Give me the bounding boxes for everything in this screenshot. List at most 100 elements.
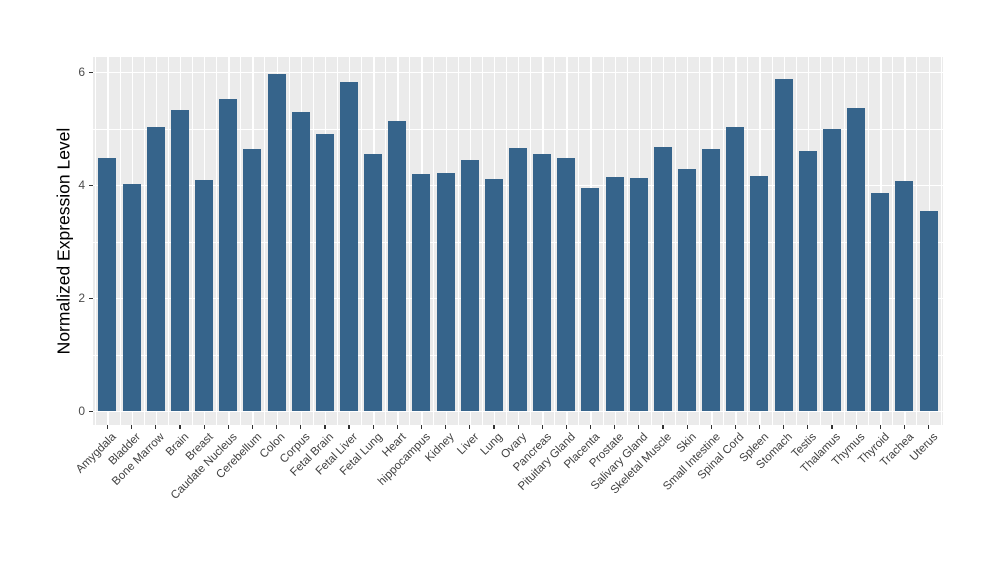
bar — [629, 178, 648, 411]
bar — [315, 134, 334, 411]
x-axis-tick — [903, 425, 906, 429]
gridline-vertical-minor — [95, 57, 97, 425]
bar — [412, 174, 431, 411]
y-tick-label: 4 — [78, 178, 85, 192]
bar — [847, 108, 866, 411]
bar — [195, 180, 214, 411]
x-axis-tick — [155, 425, 157, 429]
gridline-vertical-minor — [771, 57, 773, 425]
bar — [484, 179, 503, 411]
x-axis-tick — [348, 425, 350, 429]
y-axis-tick — [89, 71, 93, 73]
x-axis-tick — [445, 425, 447, 429]
x-axis-tick — [251, 425, 254, 429]
bar — [243, 148, 262, 411]
x-axis-tick — [614, 425, 616, 429]
bar — [557, 157, 576, 411]
bar — [509, 148, 527, 411]
gridline-vertical-minor — [264, 57, 266, 425]
bar — [460, 160, 479, 411]
bar — [98, 157, 117, 411]
x-axis-tick — [420, 425, 423, 429]
x-axis-tick — [493, 425, 495, 429]
bar — [871, 193, 890, 411]
x-axis-tick — [807, 425, 809, 429]
x-axis-tick — [227, 425, 229, 429]
bar — [678, 168, 697, 411]
y-tick-label: 0 — [78, 404, 85, 418]
x-axis-tick — [396, 425, 398, 429]
bar — [822, 128, 841, 411]
x-axis-tick — [541, 425, 543, 429]
bar — [774, 78, 793, 411]
gridline-vertical-minor — [843, 57, 845, 425]
bar — [339, 82, 358, 411]
bar — [364, 154, 383, 411]
gridline-vertical-minor — [940, 57, 942, 425]
gridline-vertical-minor — [602, 57, 604, 425]
x-axis-tick — [710, 425, 712, 429]
gridline-vertical-minor — [747, 57, 749, 425]
x-axis-tick — [372, 425, 374, 429]
plot-panel — [93, 57, 943, 425]
bar — [919, 210, 938, 411]
gridline-vertical-minor — [361, 57, 362, 425]
gridline-vertical-minor — [723, 57, 724, 425]
bar — [436, 173, 455, 411]
x-axis-tick — [203, 425, 205, 429]
gridline-vertical-minor — [192, 57, 193, 425]
x-axis-tick — [589, 425, 592, 429]
gridline-vertical-minor — [650, 57, 652, 425]
x-axis-tick — [565, 425, 567, 429]
bar — [605, 176, 624, 411]
gridline-vertical-minor — [119, 57, 121, 425]
gridline-vertical-minor — [819, 57, 821, 425]
gridline-vertical-minor — [699, 57, 700, 425]
gridline-vertical-minor — [505, 57, 507, 425]
x-axis-tick — [638, 425, 640, 429]
gridline-vertical-minor — [409, 57, 411, 425]
bar — [702, 148, 721, 411]
gridline-vertical-minor — [385, 57, 386, 425]
gridline-vertical-minor — [554, 57, 555, 425]
x-axis-tick — [734, 425, 737, 429]
x-axis-tick — [686, 425, 688, 429]
x-tick-label: Liver — [455, 431, 482, 458]
x-axis-tick — [276, 425, 278, 429]
bar — [291, 111, 310, 411]
x-axis-tick — [928, 425, 930, 429]
x-axis-tick — [783, 425, 785, 429]
bar — [798, 150, 817, 411]
x-axis-tick — [831, 425, 833, 429]
gridline-vertical-minor — [892, 57, 893, 425]
gridline-vertical-minor — [916, 57, 918, 425]
gridline-vertical-minor — [288, 57, 290, 425]
bar — [895, 181, 914, 411]
gridline-vertical-minor — [143, 57, 145, 425]
x-axis-tick — [106, 425, 109, 429]
x-axis-tick — [855, 425, 857, 429]
bar — [581, 188, 600, 411]
y-tick-label: 6 — [78, 65, 85, 79]
gridline-vertical-minor — [674, 57, 676, 425]
y-axis-tick — [89, 297, 93, 299]
x-axis-tick — [758, 425, 761, 429]
bar — [146, 127, 165, 411]
bar — [726, 127, 745, 411]
bar — [122, 184, 141, 411]
y-axis-title: Normalized Expression Level — [53, 127, 74, 355]
bar — [653, 146, 672, 411]
gridline-vertical-minor — [167, 57, 169, 425]
gridline-vertical-minor — [795, 57, 797, 425]
gridline-vertical-minor — [433, 57, 435, 425]
x-axis-tick — [179, 425, 181, 429]
x-axis-tick — [517, 425, 519, 429]
x-axis-tick — [131, 425, 133, 429]
x-axis-tick — [662, 425, 664, 429]
bar — [170, 110, 189, 411]
gridline-vertical-minor — [481, 57, 483, 425]
gridline-vertical-minor — [216, 57, 217, 425]
y-tick-label: 2 — [78, 291, 85, 305]
bar — [267, 74, 286, 411]
gridline-vertical-minor — [530, 57, 531, 425]
